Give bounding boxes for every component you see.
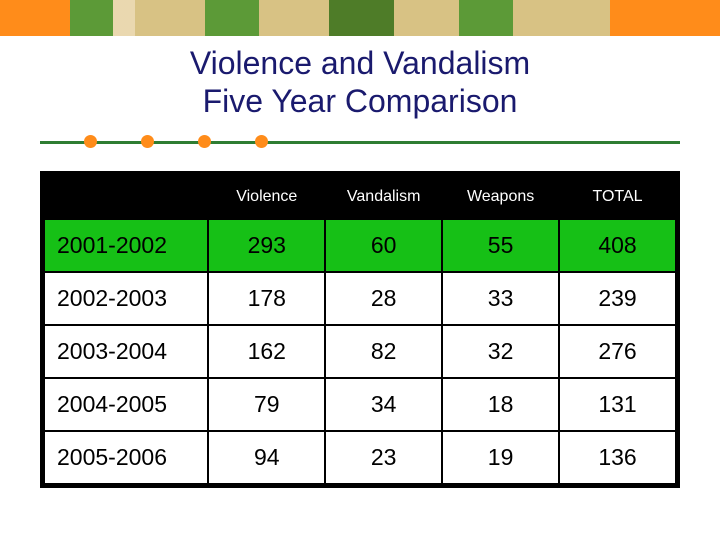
page-title: Violence and Vandalism Five Year Compari…: [0, 44, 720, 121]
cell-year: 2001-2002: [44, 219, 208, 272]
cell-vandalism: 23: [325, 431, 442, 484]
table-row: 2003-20041628232276: [44, 325, 676, 378]
banner-pattern: [70, 0, 610, 36]
cell-vandalism: 28: [325, 272, 442, 325]
cell-year: 2002-2003: [44, 272, 208, 325]
header-blank: [44, 175, 208, 219]
cell-total: 131: [559, 378, 676, 431]
table-row: 2002-20031782833239: [44, 272, 676, 325]
table-row: 2005-2006942319136: [44, 431, 676, 484]
header-weapons: Weapons: [442, 175, 559, 219]
banner: [0, 0, 720, 36]
header-vandalism: Vandalism: [325, 175, 442, 219]
cell-violence: 94: [208, 431, 325, 484]
cell-vandalism: 34: [325, 378, 442, 431]
cell-total: 136: [559, 431, 676, 484]
comparison-table-wrap: Violence Vandalism Weapons TOTAL 2001-20…: [40, 171, 680, 488]
header-violence: Violence: [208, 175, 325, 219]
cell-weapons: 19: [442, 431, 559, 484]
cell-weapons: 33: [442, 272, 559, 325]
comparison-table: Violence Vandalism Weapons TOTAL 2001-20…: [43, 174, 677, 485]
cell-violence: 178: [208, 272, 325, 325]
page-title-block: Violence and Vandalism Five Year Compari…: [0, 44, 720, 121]
cell-violence: 293: [208, 219, 325, 272]
cell-vandalism: 60: [325, 219, 442, 272]
cell-year: 2004-2005: [44, 378, 208, 431]
table-header-row: Violence Vandalism Weapons TOTAL: [44, 175, 676, 219]
cell-violence: 79: [208, 378, 325, 431]
accent-divider: [40, 135, 680, 149]
title-line-1: Violence and Vandalism: [190, 45, 530, 81]
table-row: 2001-20022936055408: [44, 219, 676, 272]
cell-total: 239: [559, 272, 676, 325]
cell-year: 2003-2004: [44, 325, 208, 378]
accent-dots: [84, 135, 268, 148]
title-line-2: Five Year Comparison: [203, 83, 518, 119]
cell-violence: 162: [208, 325, 325, 378]
cell-weapons: 32: [442, 325, 559, 378]
accent-dot-icon: [198, 135, 211, 148]
accent-dot-icon: [84, 135, 97, 148]
cell-vandalism: 82: [325, 325, 442, 378]
accent-dot-icon: [141, 135, 154, 148]
header-total: TOTAL: [559, 175, 676, 219]
cell-total: 276: [559, 325, 676, 378]
table-row: 2004-2005793418131: [44, 378, 676, 431]
cell-year: 2005-2006: [44, 431, 208, 484]
cell-weapons: 18: [442, 378, 559, 431]
cell-weapons: 55: [442, 219, 559, 272]
accent-dot-icon: [255, 135, 268, 148]
cell-total: 408: [559, 219, 676, 272]
